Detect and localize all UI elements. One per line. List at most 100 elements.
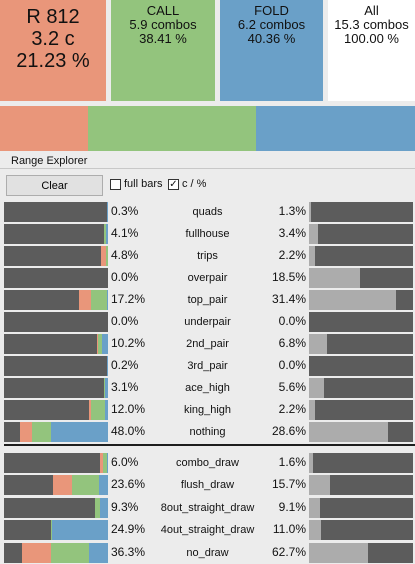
2nd-pair-frequency-fill <box>309 334 327 354</box>
row-nothing[interactable]: 48.0% nothing 28.6% <box>0 421 415 443</box>
overpair-range-percent: 0.0% <box>111 270 139 284</box>
row-4out-straight-draw[interactable]: 24.9% 4out_straight_draw 11.0% <box>0 519 415 541</box>
combo-draw-strategy-bar <box>4 453 108 473</box>
row-8out-straight-draw[interactable]: 9.3% 8out_straight_draw 9.1% <box>0 497 415 519</box>
no-draw-raise-segment <box>21 542 51 563</box>
clear-button[interactable]: Clear <box>6 175 103 196</box>
quads-frequency-fill <box>309 202 312 222</box>
flush-draw-board-percent: 15.7% <box>271 477 306 492</box>
quads-range-percent: 0.3% <box>111 204 139 218</box>
nothing-board-percent: 28.6% <box>271 424 306 438</box>
flush-draw-strategy-bar <box>4 475 108 496</box>
4out-straight-draw-frequency-bar <box>309 520 413 541</box>
all-action-label: All <box>364 3 379 18</box>
3rd-pair-board-percent: 0.0% <box>278 358 306 372</box>
row-overpair[interactable]: 0.0% overpair 18.5% <box>0 267 415 289</box>
nothing-call-segment <box>32 422 51 442</box>
no-draw-frequency-bar <box>309 542 413 563</box>
row-top-pair[interactable]: 17.2% top_pair 31.4% <box>0 289 415 311</box>
overpair-frequency-fill <box>309 268 360 288</box>
row-flush-draw[interactable]: 23.6% flush_draw 15.7% <box>0 474 415 496</box>
fold-action-label: FOLD <box>254 3 289 18</box>
flush-draw-label: flush_draw <box>180 479 235 492</box>
flush-draw-frequency-fill <box>309 475 330 496</box>
underpair-range-percent: 0.0% <box>111 314 139 328</box>
overpair-board-percent: 18.5% <box>271 270 306 284</box>
row-quads[interactable]: 0.3% quads 1.3% <box>0 201 415 223</box>
2nd-pair-frequency-bar <box>309 334 413 354</box>
underpair-board-percent: 0.0% <box>278 314 306 328</box>
all-summary-tile[interactable]: All 15.3 combos 100.00 % <box>328 0 415 101</box>
4out-straight-draw-fold-segment <box>51 520 108 541</box>
quads-strategy-bar <box>4 202 108 222</box>
2nd-pair-raise-segment <box>96 334 98 354</box>
call-summary-tile[interactable]: CALL 5.9 combos 38.41 % <box>111 0 215 101</box>
fullhouse-range-percent: 4.1% <box>111 226 139 240</box>
quads-label: quads <box>192 206 223 218</box>
no-draw-label: no_draw <box>186 546 229 559</box>
ace-high-label: ace_high <box>185 382 230 394</box>
8out-straight-draw-strategy-bar <box>4 497 108 518</box>
row-trips[interactable]: 4.8% trips 2.2% <box>0 245 415 267</box>
2nd-pair-board-percent: 6.8% <box>278 336 306 350</box>
king-high-label: king_high <box>183 404 232 416</box>
underpair-label: underpair <box>184 316 231 328</box>
combo-draw-board-percent: 1.6% <box>278 455 306 469</box>
no-draw-strategy-bar <box>4 542 108 563</box>
nothing-raise-segment <box>19 422 33 442</box>
2nd-pair-range-percent: 10.2% <box>111 336 146 350</box>
call-percent-value: 38.41 % <box>139 31 187 46</box>
range-explorer-separator <box>0 168 415 169</box>
all-combos-value: 15.3 combos <box>334 17 409 32</box>
8out-straight-draw-frequency-bar <box>309 497 413 518</box>
row-3rd-pair[interactable]: 0.2% 3rd_pair 0.0% <box>0 355 415 377</box>
full-bars-label: full bars <box>124 178 163 190</box>
quads-board-percent: 1.3% <box>278 204 306 218</box>
quads-fold-segment <box>106 202 108 222</box>
full-bars-checkbox[interactable]: full bars <box>110 178 163 190</box>
trips-strategy-bar <box>4 246 108 266</box>
row-no-draw[interactable]: 36.3% no_draw 62.7% <box>0 542 415 564</box>
underpair-strategy-bar <box>4 312 108 332</box>
ace-high-range-percent: 3.1% <box>111 380 139 394</box>
top-pair-frequency-bar <box>309 290 413 310</box>
4out-straight-draw-board-percent: 11.0% <box>272 522 306 537</box>
full-bars-checkbox-box[interactable] <box>110 178 121 190</box>
8out-straight-draw-board-percent: 9.1% <box>278 499 306 514</box>
4out-straight-draw-call-segment <box>50 520 52 541</box>
underpair-frequency-bar <box>309 312 413 332</box>
trips-board-percent: 2.2% <box>278 248 306 262</box>
ace-high-strategy-bar <box>4 378 108 398</box>
row-underpair[interactable]: 0.0% underpair 0.0% <box>0 311 415 333</box>
fold-summary-tile[interactable]: FOLD 6.2 combos 40.36 % <box>220 0 323 101</box>
trips-range-percent: 4.8% <box>111 248 139 262</box>
4out-straight-draw-frequency-fill <box>309 520 322 541</box>
top-pair-call-segment <box>91 290 107 310</box>
fullhouse-board-percent: 3.4% <box>278 226 306 240</box>
row-ace-high[interactable]: 3.1% ace_high 5.6% <box>0 377 415 399</box>
row-fullhouse[interactable]: 4.1% fullhouse 3.4% <box>0 223 415 245</box>
ace-high-fold-segment <box>104 378 108 398</box>
king-high-board-percent: 2.2% <box>278 402 306 416</box>
row-king-high[interactable]: 12.0% king_high 2.2% <box>0 399 415 421</box>
flush-draw-fold-segment <box>98 475 108 496</box>
fullhouse-call-segment <box>103 224 106 244</box>
3rd-pair-strategy-bar <box>4 356 108 376</box>
4out-straight-draw-label: 4out_straight_draw <box>160 524 255 537</box>
8out-straight-draw-range-percent: 9.3% <box>111 499 139 514</box>
row-combo-draw[interactable]: 6.0% combo_draw 1.6% <box>0 452 415 474</box>
range-explorer-title: Range Explorer <box>11 155 88 167</box>
row-2nd-pair[interactable]: 10.2% 2nd_pair 6.8% <box>0 333 415 355</box>
top-pair-board-percent: 31.4% <box>271 292 306 306</box>
nothing-frequency-bar <box>309 422 413 442</box>
nothing-strategy-bar <box>4 422 108 442</box>
raise-summary-tile[interactable]: R 812 3.2 c 21.23 % <box>0 0 106 101</box>
fold-combos-value: 6.2 combos <box>237 17 306 32</box>
trips-label: trips <box>197 250 218 262</box>
fullhouse-frequency-fill <box>309 224 319 244</box>
king-high-call-segment <box>91 400 105 420</box>
4out-straight-draw-strategy-bar <box>4 520 108 541</box>
combos-percent-checkbox[interactable]: ✓ c / % <box>168 178 206 190</box>
combos-percent-checkbox-box[interactable]: ✓ <box>168 178 179 190</box>
distribution-call-segment <box>88 106 256 151</box>
